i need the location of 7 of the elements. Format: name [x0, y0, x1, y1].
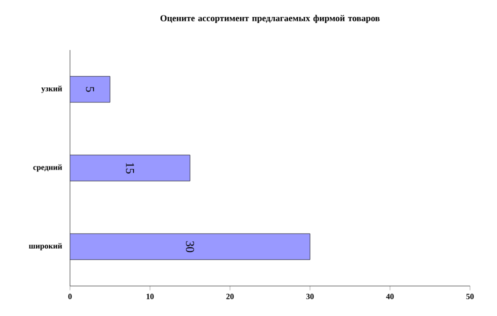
- data-label: 5: [86, 87, 94, 92]
- bar: [70, 233, 310, 260]
- data-label: 30: [186, 241, 194, 252]
- chart-title: Оцените ассортимент предлагаемых фирмой товаров: [160, 14, 380, 24]
- bar: [70, 154, 190, 182]
- data-label: 15: [126, 163, 134, 174]
- bar: [70, 76, 110, 103]
